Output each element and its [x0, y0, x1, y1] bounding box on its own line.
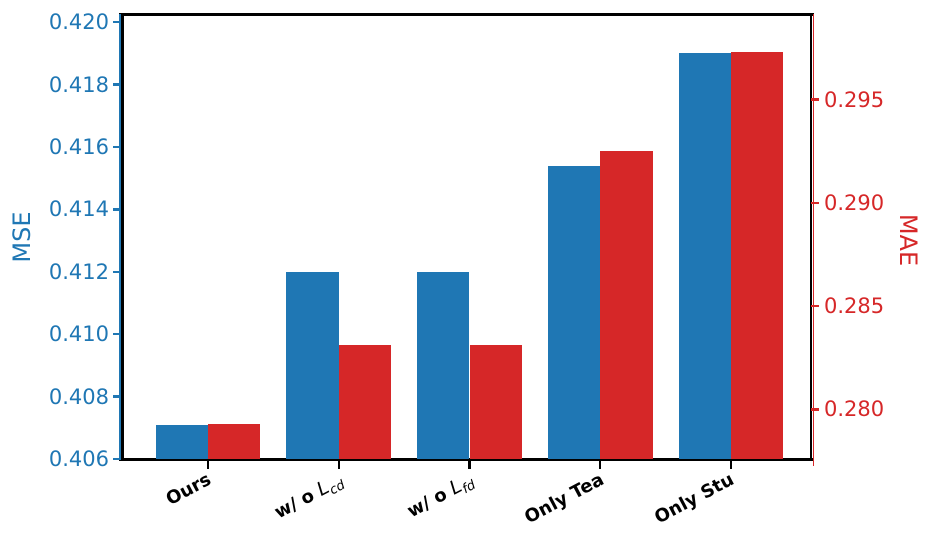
- right-axis-tick: [811, 304, 819, 308]
- left-axis-tick-label: 0.410: [48, 322, 109, 347]
- left-axis-tick-label: 0.412: [48, 259, 109, 284]
- x-category-label-w--o-l-fd: w/ o Lfd: [403, 475, 479, 523]
- right-axis-tick: [811, 201, 819, 205]
- bar-mae-only-stu: [730, 52, 784, 459]
- x-axis-tick: [468, 460, 471, 469]
- bar-mse-only-tea: [547, 165, 601, 459]
- left-axis-tick: [113, 208, 121, 211]
- x-axis-tick: [206, 460, 210, 469]
- right-axis-tick-label: 0.280: [824, 397, 885, 422]
- right-axis-tick: [811, 98, 819, 101]
- left-axis-tick: [113, 145, 121, 149]
- bar-mse-only-stu: [678, 53, 731, 459]
- right-axis-title: MAE: [894, 213, 922, 267]
- x-category-label-only-stu: Only Stu: [651, 469, 738, 529]
- left-axis-tick-label: 0.414: [48, 197, 109, 222]
- x-axis-tick: [337, 460, 340, 469]
- right-spine-red-accent: [812, 14, 815, 466]
- bar-mae-only-tea: [600, 151, 653, 459]
- left-axis-tick-label: 0.416: [48, 134, 109, 159]
- plot-border-top: [119, 13, 814, 16]
- bar-mse-w--o-l-cd: [286, 271, 339, 459]
- bar-mse-w--o-l-fd: [417, 271, 470, 459]
- left-axis-tick: [113, 83, 121, 86]
- left-axis-tick: [113, 270, 121, 273]
- right-axis-tick-label: 0.295: [824, 87, 885, 112]
- right-axis-tick-label: 0.290: [824, 190, 885, 215]
- left-axis-tick: [113, 20, 121, 24]
- plot-border-bottom: [119, 458, 814, 461]
- plot-area: [122, 14, 811, 459]
- bar-mae-w--o-l-fd: [469, 345, 522, 459]
- plot-border-right: [809, 13, 813, 460]
- bar-mae-ours: [208, 423, 261, 459]
- bar-mae-w--o-l-cd: [338, 345, 392, 459]
- x-category-label-ours: Ours: [162, 469, 215, 510]
- left-spine-blue-accent: [119, 14, 121, 459]
- left-axis-tick-label: 0.420: [48, 10, 109, 35]
- left-axis-tick: [113, 332, 121, 336]
- left-axis-tick-label: 0.408: [48, 384, 109, 409]
- x-axis-tick: [729, 460, 733, 469]
- x-axis-tick: [599, 460, 602, 469]
- plot-border-left: [121, 13, 124, 460]
- left-axis-tick: [113, 457, 121, 461]
- right-axis-tick: [811, 408, 819, 411]
- left-axis-tick-label: 0.418: [48, 72, 109, 97]
- x-category-label-w--o-l-cd: w/ o Lcd: [270, 476, 348, 524]
- bar-mse-ours: [155, 424, 208, 459]
- x-category-label-only-tea: Only Tea: [520, 469, 608, 529]
- left-axis-tick: [113, 395, 121, 398]
- left-axis-tick-label: 0.406: [48, 447, 109, 471]
- right-axis-tick-label: 0.285: [824, 294, 885, 319]
